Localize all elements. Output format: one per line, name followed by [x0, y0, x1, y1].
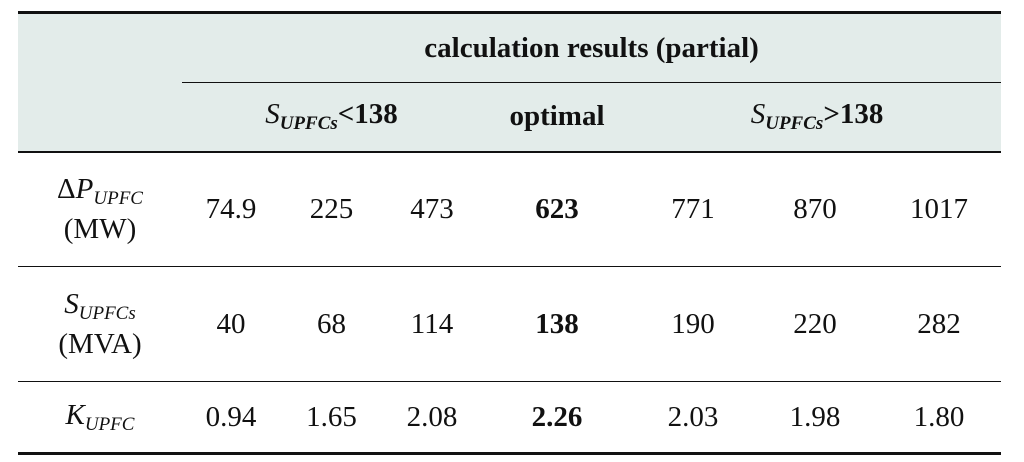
corner-cell	[18, 11, 182, 83]
table-cell: 40	[182, 266, 280, 382]
table-cell: 282	[877, 266, 1002, 382]
table-cell: 114	[383, 266, 481, 382]
table-cell: 190	[633, 266, 753, 382]
table-cell: 2.03	[633, 381, 753, 455]
table-cell: 68	[280, 266, 383, 382]
row-label-symbol: K	[65, 399, 85, 432]
group-below-symbol: S	[265, 98, 280, 131]
table-cell: 1.65	[280, 381, 383, 455]
row-label-prefix: Δ	[57, 173, 76, 206]
table-cell: 2.08	[383, 381, 481, 455]
row-label-subscript: UPFC	[93, 188, 143, 210]
table-cell: 0.94	[182, 381, 280, 455]
row-label-power-loss: ΔPUPFC (MW)	[18, 150, 182, 267]
row-label-symbol: P	[75, 173, 94, 206]
table-title: calculation results (partial)	[182, 11, 1002, 83]
table-cell: 1.80	[877, 381, 1002, 455]
group-above-suffix: >138	[823, 98, 884, 131]
group-above-symbol: S	[750, 98, 766, 131]
table-cell-optimal: 138	[481, 266, 633, 382]
table-cell: 473	[383, 150, 481, 267]
table-row: KUPFC 0.94 1.65 2.08 2.26 2.03 1.98 1.80	[18, 381, 1002, 455]
row-label-ratio: KUPFC	[18, 381, 182, 455]
row-label-unit: (MW)	[63, 213, 137, 245]
results-table: calculation results (partial) SUPFCs<138…	[18, 11, 1002, 455]
table-row: ΔPUPFC (MW) 74.9 225 473 623 771 870 1017	[18, 150, 1002, 267]
table-cell-optimal: 2.26	[481, 381, 633, 455]
table-cell: 74.9	[182, 150, 280, 267]
group-above-subscript: UPFCs	[765, 113, 824, 135]
row-label-symbol: S	[64, 288, 79, 320]
corner-cell-lower	[18, 83, 182, 152]
group-below-subscript: UPFCs	[279, 113, 338, 135]
table-cell: 220	[753, 266, 877, 382]
table-cell: 771	[633, 150, 753, 267]
group-optimal-header: optimal	[481, 82, 633, 152]
row-label-subscript: UPFC	[84, 414, 135, 436]
group-below-suffix: <138	[337, 98, 398, 131]
group-above-header: SUPFCs>138	[633, 82, 1002, 152]
table-row: SUPFCs (MVA) 40 68 114 138 190 220 282	[18, 266, 1002, 382]
table-cell: 1017	[877, 150, 1002, 267]
row-label-subscript: UPFCs	[78, 303, 136, 324]
table-cell: 1.98	[753, 381, 877, 455]
table-cell: 225	[280, 150, 383, 267]
row-label-unit: (MVA)	[58, 327, 142, 360]
table-cell: 870	[753, 150, 877, 267]
row-label-capacity: SUPFCs (MVA)	[18, 266, 182, 382]
group-below-header: SUPFCs<138	[182, 82, 481, 152]
table-cell-optimal: 623	[481, 150, 633, 267]
